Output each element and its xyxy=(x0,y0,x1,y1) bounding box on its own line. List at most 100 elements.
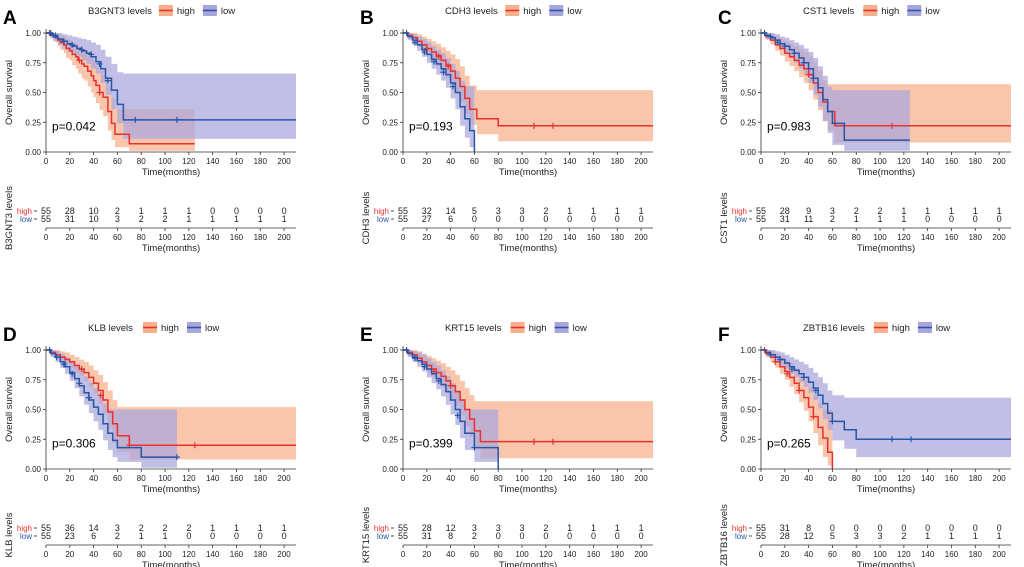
risk-high-row-label: high xyxy=(374,207,389,216)
risk-high-count: 55 xyxy=(756,206,766,216)
risk-high-count: 0 xyxy=(878,523,883,533)
x-tick-label: 20 xyxy=(780,474,789,483)
x-tick-label: 0 xyxy=(759,157,764,166)
legend: KRT15 levels high low xyxy=(445,322,587,334)
censor-mark-low xyxy=(104,77,111,84)
x-tick-label: 80 xyxy=(137,157,146,166)
y-tick-label: 0.75 xyxy=(25,59,41,68)
y-axis-label: Overall survival xyxy=(361,60,372,125)
risk-low-count: 2 xyxy=(163,214,168,224)
x-tick-label: 180 xyxy=(969,474,983,483)
risk-low-count: 55 xyxy=(41,531,51,541)
x-tick-label: 140 xyxy=(206,474,220,483)
risk-high-count: 1 xyxy=(591,206,596,216)
risk-low-count: 0 xyxy=(615,531,620,541)
y-tick-label: 1.00 xyxy=(382,29,398,38)
risk-high-count: 1 xyxy=(258,523,263,533)
risk-low-count: 2 xyxy=(115,531,120,541)
risk-low-count: 1 xyxy=(901,214,906,224)
y-tick-label: 0.00 xyxy=(382,148,398,157)
legend-low-label: low xyxy=(205,323,219,334)
y-tick-label: 0.50 xyxy=(740,89,756,98)
censor-mark-low xyxy=(440,69,447,76)
censor-mark-low xyxy=(60,361,67,368)
survival-curve-low xyxy=(761,32,910,141)
risk-low-count: 0 xyxy=(567,531,572,541)
risk-high-count: 0 xyxy=(282,206,287,216)
x-tick-label: 80 xyxy=(494,474,503,483)
panel-label: F xyxy=(718,325,730,346)
y-tick-label: 0.00 xyxy=(382,465,398,474)
risk-high-count: 1 xyxy=(186,206,191,216)
y-tick-label: 0.50 xyxy=(382,89,398,98)
x-axis-label: Time(months) xyxy=(142,167,200,178)
risk-high-count: 28 xyxy=(65,206,75,216)
risk-x-tick-label: 140 xyxy=(921,550,935,559)
y-tick-label: 0.75 xyxy=(740,59,756,68)
risk-low-count: 0 xyxy=(234,531,239,541)
risk-x-tick-label: 160 xyxy=(230,550,244,559)
risk-x-tick-label: 140 xyxy=(563,233,577,242)
legend-high-label: high xyxy=(177,6,195,17)
risk-x-tick-label: 20 xyxy=(422,233,431,242)
risk-low-count: 3 xyxy=(854,531,859,541)
risk-x-tick-label: 0 xyxy=(44,233,49,242)
risk-x-tick-label: 180 xyxy=(611,233,625,242)
x-tick-label: 20 xyxy=(422,474,431,483)
risk-low-count: 55 xyxy=(756,214,766,224)
risk-x-tick-label: 140 xyxy=(563,550,577,559)
censor-mark-low xyxy=(173,116,180,123)
risk-high-count: 1 xyxy=(901,206,906,216)
risk-low-count: 55 xyxy=(756,531,766,541)
risk-high-count: 2 xyxy=(543,206,548,216)
risk-x-tick-label: 140 xyxy=(206,550,220,559)
risk-low-count: 0 xyxy=(567,214,572,224)
risk-low-count: 6 xyxy=(91,531,96,541)
risk-x-tick-label: 100 xyxy=(873,233,887,242)
risk-high-count: 0 xyxy=(210,206,215,216)
censor-mark-high xyxy=(445,63,452,70)
x-axis-label: Time(months) xyxy=(499,484,557,495)
y-axis-label: Overall survival xyxy=(719,377,730,442)
risk-high-count: 36 xyxy=(65,523,75,533)
censor-mark-low xyxy=(421,363,428,370)
legend: B3GNT3 levels high low xyxy=(88,5,235,17)
risk-x-tick-label: 40 xyxy=(804,550,813,559)
risk-x-tick-label: 80 xyxy=(494,233,503,242)
x-tick-label: 120 xyxy=(897,474,911,483)
risk-low-count: 0 xyxy=(591,214,596,224)
censor-mark-low xyxy=(69,370,76,377)
ci-band-low xyxy=(761,350,1011,458)
censor-mark-low xyxy=(403,30,410,36)
censor-mark-high xyxy=(530,438,537,445)
censor-mark-low xyxy=(403,347,410,353)
risk-low-count: 0 xyxy=(496,531,501,541)
risk-high-count: 14 xyxy=(89,523,99,533)
y-tick-label: 0.00 xyxy=(740,465,756,474)
y-axis-label: Overall survival xyxy=(719,60,730,125)
panel-label: D xyxy=(3,325,17,346)
y-tick-label: 0.25 xyxy=(25,118,41,127)
risk-high-count: 1 xyxy=(567,523,572,533)
x-tick-label: 160 xyxy=(945,157,959,166)
legend-title: B3GNT3 levels xyxy=(88,6,152,17)
risk-x-tick-label: 60 xyxy=(828,550,837,559)
risk-low-count: 0 xyxy=(258,531,263,541)
risk-low-row-label: low xyxy=(377,215,389,224)
x-tick-label: 20 xyxy=(422,157,431,166)
p-value: p=0.306 xyxy=(52,437,96,451)
censor-mark-low xyxy=(829,418,836,425)
risk-high-count: 0 xyxy=(973,523,978,533)
censor-mark-high xyxy=(447,382,454,389)
censor-mark-low xyxy=(78,46,85,53)
censor-mark-high xyxy=(435,53,442,60)
risk-low-row-label: low xyxy=(377,532,389,541)
risk-high-count: 1 xyxy=(567,206,572,216)
risk-high-count: 2 xyxy=(163,523,168,533)
risk-high-count: 1 xyxy=(591,523,596,533)
risk-low-count: 0 xyxy=(472,214,477,224)
